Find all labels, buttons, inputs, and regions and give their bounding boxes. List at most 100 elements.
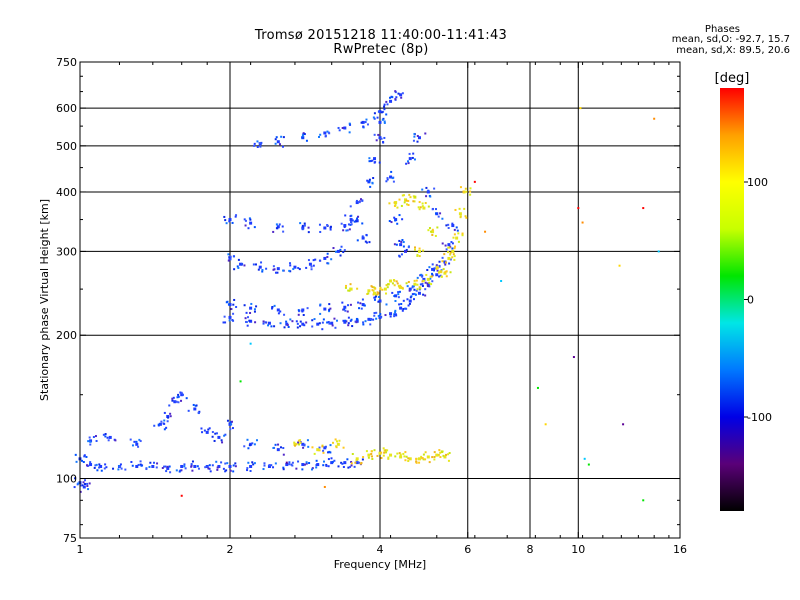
data-point-o	[438, 264, 441, 267]
data-point-o	[157, 423, 160, 426]
data-point-o	[334, 326, 337, 329]
data-points	[73, 90, 660, 502]
data-point-o	[333, 459, 336, 462]
data-point-x	[336, 440, 339, 443]
data-point-o	[208, 427, 211, 430]
data-point-o	[217, 435, 221, 439]
phases-label: Phases	[704, 24, 740, 35]
data-point-o	[398, 303, 401, 306]
data-point-x	[351, 453, 354, 456]
data-point-o	[255, 263, 258, 266]
data-point-o	[237, 258, 240, 261]
data-point-o	[197, 467, 200, 470]
data-point-o	[372, 318, 375, 321]
data-point-o	[322, 460, 325, 463]
data-point-o	[392, 180, 395, 183]
data-point-x	[345, 284, 348, 287]
data-point-o	[260, 141, 263, 144]
data-point-x	[413, 279, 416, 282]
data-point-x	[367, 456, 370, 459]
data-point-o	[349, 465, 352, 468]
data-point-o	[243, 264, 246, 267]
data-point-o	[351, 219, 354, 222]
data-point-o	[383, 120, 386, 123]
data-point-o	[312, 259, 315, 262]
data-point-o	[393, 243, 396, 246]
data-point-x	[365, 450, 368, 453]
data-point-x	[397, 285, 400, 288]
data-point-o	[347, 322, 350, 325]
data-point-o	[441, 217, 444, 220]
data-point-x	[445, 270, 448, 273]
data-point-o	[151, 464, 155, 468]
phases-o-stats: mean, sd,O: -92.7, 15.7	[671, 34, 790, 45]
data-point-o	[211, 464, 214, 467]
data-point-o	[301, 228, 304, 231]
data-point-x	[383, 287, 387, 291]
data-point-o	[380, 137, 383, 140]
data-point-o	[166, 466, 170, 470]
data-point-x	[461, 232, 464, 235]
data-point-o	[431, 280, 434, 283]
data-point-o	[393, 216, 396, 219]
data-point-x	[433, 451, 436, 454]
data-point-o	[355, 317, 358, 320]
data-point-o	[394, 90, 397, 93]
data-point-o	[190, 463, 193, 466]
data-point-o	[230, 423, 233, 426]
data-point-o	[353, 220, 356, 223]
data-point-o	[301, 322, 305, 326]
data-point-o	[263, 464, 266, 467]
data-point-x	[299, 441, 302, 444]
data-point-o	[355, 460, 358, 463]
data-point-o	[286, 323, 289, 326]
data-point-x	[401, 286, 404, 289]
data-point-o	[94, 464, 97, 467]
data-point-o	[393, 315, 396, 318]
data-point-x	[335, 446, 338, 449]
data-point-x	[399, 284, 402, 287]
data-point-o	[348, 228, 351, 231]
data-point-o	[223, 434, 226, 437]
data-point-o	[383, 108, 386, 111]
data-point-o	[344, 214, 347, 217]
data-point-o	[372, 116, 375, 119]
data-point-o	[275, 227, 278, 230]
data-point-o	[243, 304, 246, 307]
data-point-o	[89, 463, 93, 467]
data-point-o	[397, 291, 400, 294]
data-point-isolated	[642, 499, 645, 502]
data-point-o	[383, 105, 386, 108]
data-point-x	[382, 454, 385, 457]
data-point-o	[328, 310, 331, 313]
data-point-x	[424, 201, 427, 204]
data-point-o	[260, 261, 263, 264]
data-point-x	[344, 286, 347, 289]
data-point-isolated	[500, 280, 503, 283]
data-point-o	[394, 313, 397, 316]
data-point-o	[431, 208, 434, 211]
data-point-o	[398, 290, 401, 293]
data-point-o	[375, 311, 378, 314]
data-point-o	[114, 439, 117, 442]
data-point-o	[322, 449, 325, 452]
data-point-o	[169, 471, 172, 474]
data-point-o	[267, 464, 271, 468]
data-point-o	[408, 152, 411, 155]
data-point-o	[340, 245, 343, 248]
data-point-x	[385, 292, 388, 295]
data-point-o	[396, 222, 399, 225]
data-point-o	[327, 458, 330, 461]
data-point-o	[373, 298, 376, 301]
data-point-x	[448, 246, 451, 249]
data-point-o	[282, 468, 285, 471]
data-point-o	[168, 404, 171, 407]
data-point-o	[431, 274, 434, 277]
data-point-o	[175, 469, 178, 472]
data-point-o	[397, 92, 400, 95]
data-point-o	[275, 136, 278, 139]
data-point-o	[301, 136, 304, 139]
data-point-o	[365, 118, 368, 121]
data-point-o	[378, 161, 381, 164]
data-point-o	[299, 222, 302, 225]
